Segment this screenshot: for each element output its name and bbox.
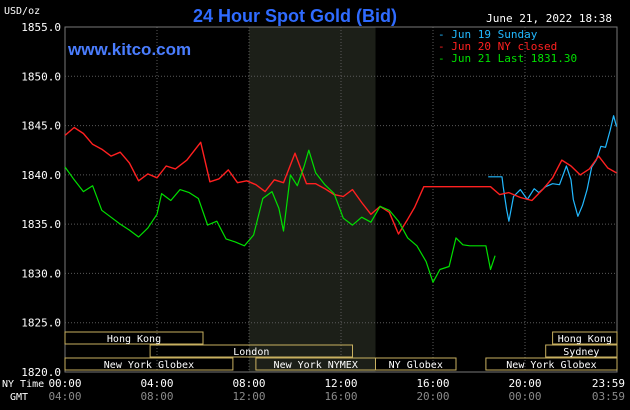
y-tick-label: 1830.0 <box>21 267 61 280</box>
session-label: London <box>233 347 269 358</box>
timestamp: June 21, 2022 18:38 <box>486 12 612 25</box>
series-line <box>64 149 496 283</box>
grid-layer <box>64 26 618 373</box>
y-axis-label: USD/oz <box>4 6 40 17</box>
session-box <box>545 344 618 358</box>
chart-title: 24 Hour Spot Gold (Bid) <box>193 6 397 26</box>
x-tick-label-ny: 04:00 <box>140 377 173 390</box>
session-box <box>485 357 618 371</box>
series-line <box>64 126 617 235</box>
x-tick-label-gmt: 12:00 <box>232 390 265 403</box>
y-tick-label: 1835.0 <box>21 218 61 231</box>
session-label: New York Globex <box>104 360 194 371</box>
y-tick-label: 1820.0 <box>21 366 61 379</box>
shaded-interval <box>249 27 376 372</box>
x-tick-label-gmt: 04:00 <box>48 390 81 403</box>
x-tick-label-ny: 00:00 <box>48 377 81 390</box>
x-tick-label-gmt: 00:00 <box>508 390 541 403</box>
plot-frame <box>64 26 618 373</box>
legend-entry: - Jun 20 NY closed <box>438 40 557 53</box>
y-tick-label: 1855.0 <box>21 21 61 34</box>
site-brand: www.kitco.com <box>67 40 191 59</box>
legend-entry: - Jun 19 Sunday <box>438 28 538 41</box>
session-label: Sydney <box>563 347 599 358</box>
series-line <box>488 115 618 222</box>
session-label: Hong Kong <box>107 334 161 345</box>
session-box <box>64 357 234 371</box>
series-layer <box>64 115 618 283</box>
x-tick-label-ny: 08:00 <box>232 377 265 390</box>
y-tick-label: 1840.0 <box>21 169 61 182</box>
session-label: Hong Kong <box>558 334 612 345</box>
session-box <box>375 357 457 371</box>
axis-layer: 1855.0 1850.0 1845.0 1840.0 1835.0 1830.0 1825… <box>21 21 625 403</box>
session-box <box>64 331 204 345</box>
y-tick-label: 1850.0 <box>21 70 61 83</box>
x-tick-label-ny: 12:00 <box>324 377 357 390</box>
legend-entry: - Jun 21 Last 1831.30 <box>438 52 577 65</box>
x-tick-label-gmt: 20:00 <box>416 390 449 403</box>
x-tick-label-gmt: 16:00 <box>324 390 357 403</box>
x-tick-label-ny: 23:59 <box>592 377 625 390</box>
x-tick-label-ny: 16:00 <box>416 377 449 390</box>
shaded-session-layer <box>249 27 376 372</box>
session-box <box>149 344 353 358</box>
y-tick-label: 1825.0 <box>21 317 61 330</box>
session-label: NY Globex <box>389 360 443 371</box>
session-label: New York Globex <box>506 360 596 371</box>
x-tick-label-ny: 20:00 <box>508 377 541 390</box>
ny-time-label: NY Time <box>2 379 44 390</box>
x-tick-label-gmt: 03:59 <box>592 390 625 403</box>
legend-layer: - Jun 19 Sunday- Jun 20 NY closed- Jun 2… <box>438 28 577 65</box>
x-tick-label-gmt: 08:00 <box>140 390 173 403</box>
session-label: New York NYMEX <box>274 360 358 371</box>
session-box <box>552 331 618 345</box>
market-sessions-layer: Hong Kong Hong Kong London Sydney New York G… <box>64 331 618 371</box>
y-tick-label: 1845.0 <box>21 120 61 133</box>
gmt-label: GMT <box>10 392 28 403</box>
